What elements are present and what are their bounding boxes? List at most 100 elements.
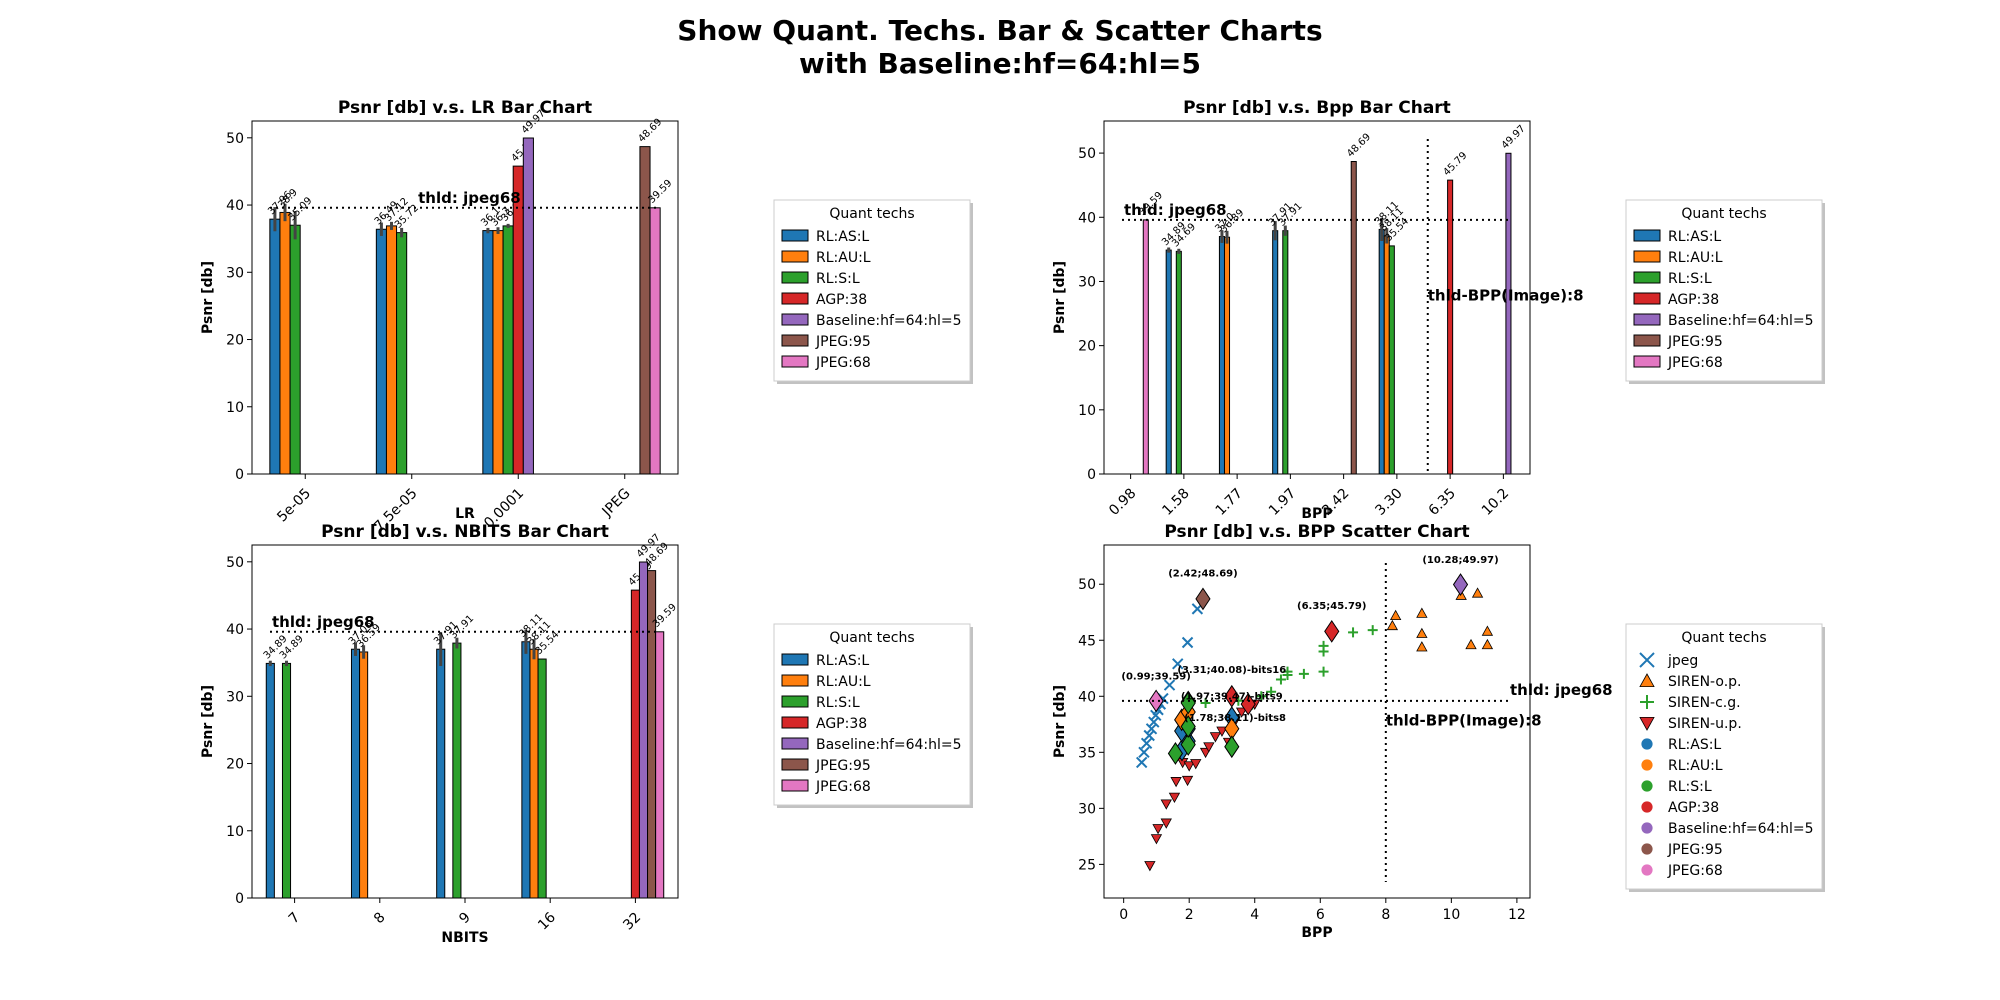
scatter-point-SIREN-c.g. (1318, 640, 1329, 651)
axes-frame (1103, 120, 1531, 475)
x-tick-label: 16 (535, 909, 559, 933)
legend-entry: JPEG:68 (1667, 863, 1723, 879)
scatter-point-SIREN-o.p. (1416, 641, 1428, 652)
legend-swatch (781, 292, 809, 305)
y-tick-label: 50 (226, 555, 244, 571)
bar (630, 589, 640, 899)
legend-entry: RL:S:L (1668, 779, 1712, 795)
y-tick-label: 30 (226, 689, 244, 705)
bar (1175, 250, 1182, 475)
highlight-point-Baseline:hf=64:hl=5 (1452, 573, 1469, 596)
scatter-point-SIREN-c.g. (1282, 666, 1293, 677)
scatter-point-SIREN-u.p. (1190, 759, 1202, 770)
x-axis-label: NBITS (441, 930, 488, 946)
x-tick-label: 10 (1442, 907, 1460, 923)
y-tick-label: 0 (1087, 467, 1096, 483)
scatter-point-SIREN-o.p. (1481, 625, 1494, 636)
x-tick-label: 9 (456, 910, 474, 928)
legend-nbits: Quant techs RL:AS:L RL:AU:L RL:S:L AGP:38 Bas… (773, 623, 973, 808)
scatter-point-jpeg (1143, 729, 1155, 742)
y-tick-label: 50 (226, 131, 244, 147)
legend-bpp: Quant techs RL:AS:L RL:AU:L RL:S:L AGP:38 Bas… (1625, 199, 1825, 384)
scatter-point-SIREN-o.p. (1481, 638, 1494, 650)
scatter-point-SIREN-c.g. (1200, 698, 1211, 709)
scatter-point-SIREN-u.p. (1181, 775, 1194, 787)
y-tick-label: 50 (1078, 146, 1096, 162)
x-tick-label: 8 (371, 910, 389, 928)
legend-swatch (1633, 355, 1661, 368)
legend-entry: RL:AU:L (816, 674, 871, 690)
scatter-point-SIREN-c.g. (1367, 625, 1378, 636)
scatter-point-SIREN-u.p. (1144, 861, 1156, 872)
y-tick-label: 35 (1078, 745, 1096, 761)
threshold-label: thld: jpeg68 (1124, 201, 1227, 219)
bar (1383, 235, 1390, 475)
x-tick-label: 6 (1316, 907, 1325, 923)
x-tick-label: 2 (1185, 907, 1194, 923)
bar (1388, 245, 1395, 475)
scatter-point-SIREN-o.p. (1465, 638, 1477, 650)
legend-swatch (781, 674, 809, 687)
legend-swatch (1633, 313, 1661, 326)
y-tick-label: 30 (1078, 274, 1096, 290)
bar (396, 232, 408, 475)
scatter-point-SIREN-c.g. (1318, 666, 1329, 677)
bar (492, 230, 504, 475)
bar (1223, 236, 1231, 475)
scatter-point-SIREN-o.p. (1389, 609, 1402, 620)
legend-title: Quant techs (1681, 206, 1766, 222)
legend-marker (1641, 759, 1653, 771)
bar (350, 648, 361, 899)
scatter-point-SIREN-u.p. (1152, 824, 1164, 835)
x-tick-label: JPEG (599, 486, 634, 521)
scatter-point-SIREN-c.g. (1266, 686, 1277, 697)
scatter-point-SIREN-o.p. (1386, 619, 1399, 631)
legend-entry: RL:AU:L (1668, 250, 1723, 266)
chart-title: Psnr [db] v.s. BPP Scatter Chart (1164, 522, 1469, 542)
bar (521, 641, 531, 899)
bar-value-label: 48.69 (1345, 132, 1373, 160)
bar (649, 207, 661, 475)
legend-box (773, 199, 971, 382)
scatter-point-SIREN-u.p. (1160, 818, 1172, 829)
chart-lr: 37.9638.935.0936.4937.1235.7236.136.336.… (200, 98, 679, 535)
y-tick-label: 20 (1078, 339, 1096, 355)
legend-swatch (781, 229, 809, 242)
chart-title: Psnr [db] v.s. NBITS Bar Chart (321, 522, 609, 542)
x-axis-label: LR (455, 506, 475, 522)
scatter-point-SIREN-u.p. (1150, 834, 1163, 845)
bar (1447, 179, 1454, 475)
scatter-point-SIREN-u.p. (1183, 761, 1195, 772)
legend-box (773, 623, 971, 806)
highlight-point-RL:S:L (1167, 742, 1184, 765)
point-annotation: (6.35;45.79) (1297, 601, 1366, 612)
legend-entry: AGP:38 (816, 716, 867, 732)
scatter-point-SIREN-o.p. (1416, 627, 1428, 638)
legend-marker (1641, 780, 1653, 792)
y-tick-label: 30 (226, 265, 244, 281)
y-tick-label: 40 (226, 622, 244, 638)
scatter-point-SIREN-c.g. (1256, 691, 1267, 702)
highlight-point-JPEG:95 (1195, 587, 1211, 611)
scatter-point-jpeg (1135, 756, 1148, 769)
scatter-point-SIREN-u.p. (1216, 726, 1228, 737)
legend-swatch (781, 695, 809, 708)
bpp-threshold-label: thld-BPP(Image):8 (1428, 287, 1584, 305)
legend-entry: RL:S:L (1668, 271, 1712, 287)
point-annotation: (1.97;39.47)-bits9 (1181, 692, 1283, 703)
bar (1142, 219, 1149, 475)
highlight-point-RL:S:L (1180, 733, 1196, 756)
scatter-point-SIREN-u.p. (1160, 799, 1172, 810)
legend-entry: RL:S:L (816, 695, 860, 711)
scatter-point-jpeg (1140, 737, 1153, 750)
legend-swatch (781, 716, 809, 729)
scatter-point-SIREN-c.g. (1275, 674, 1286, 685)
highlight-point-AGP:38 (1324, 619, 1340, 643)
x-tick-label: 6.35 (1426, 486, 1459, 519)
legend-entry: JPEG:95 (1667, 334, 1723, 350)
legend-scatter: Quant techs jpeg SIREN-o.p. SIREN-c.g. SIREN… (1625, 623, 1825, 892)
x-tick-label: 5e-05 (274, 486, 314, 526)
bar (279, 211, 291, 475)
scatter-point-SIREN-c.g. (1348, 627, 1359, 638)
